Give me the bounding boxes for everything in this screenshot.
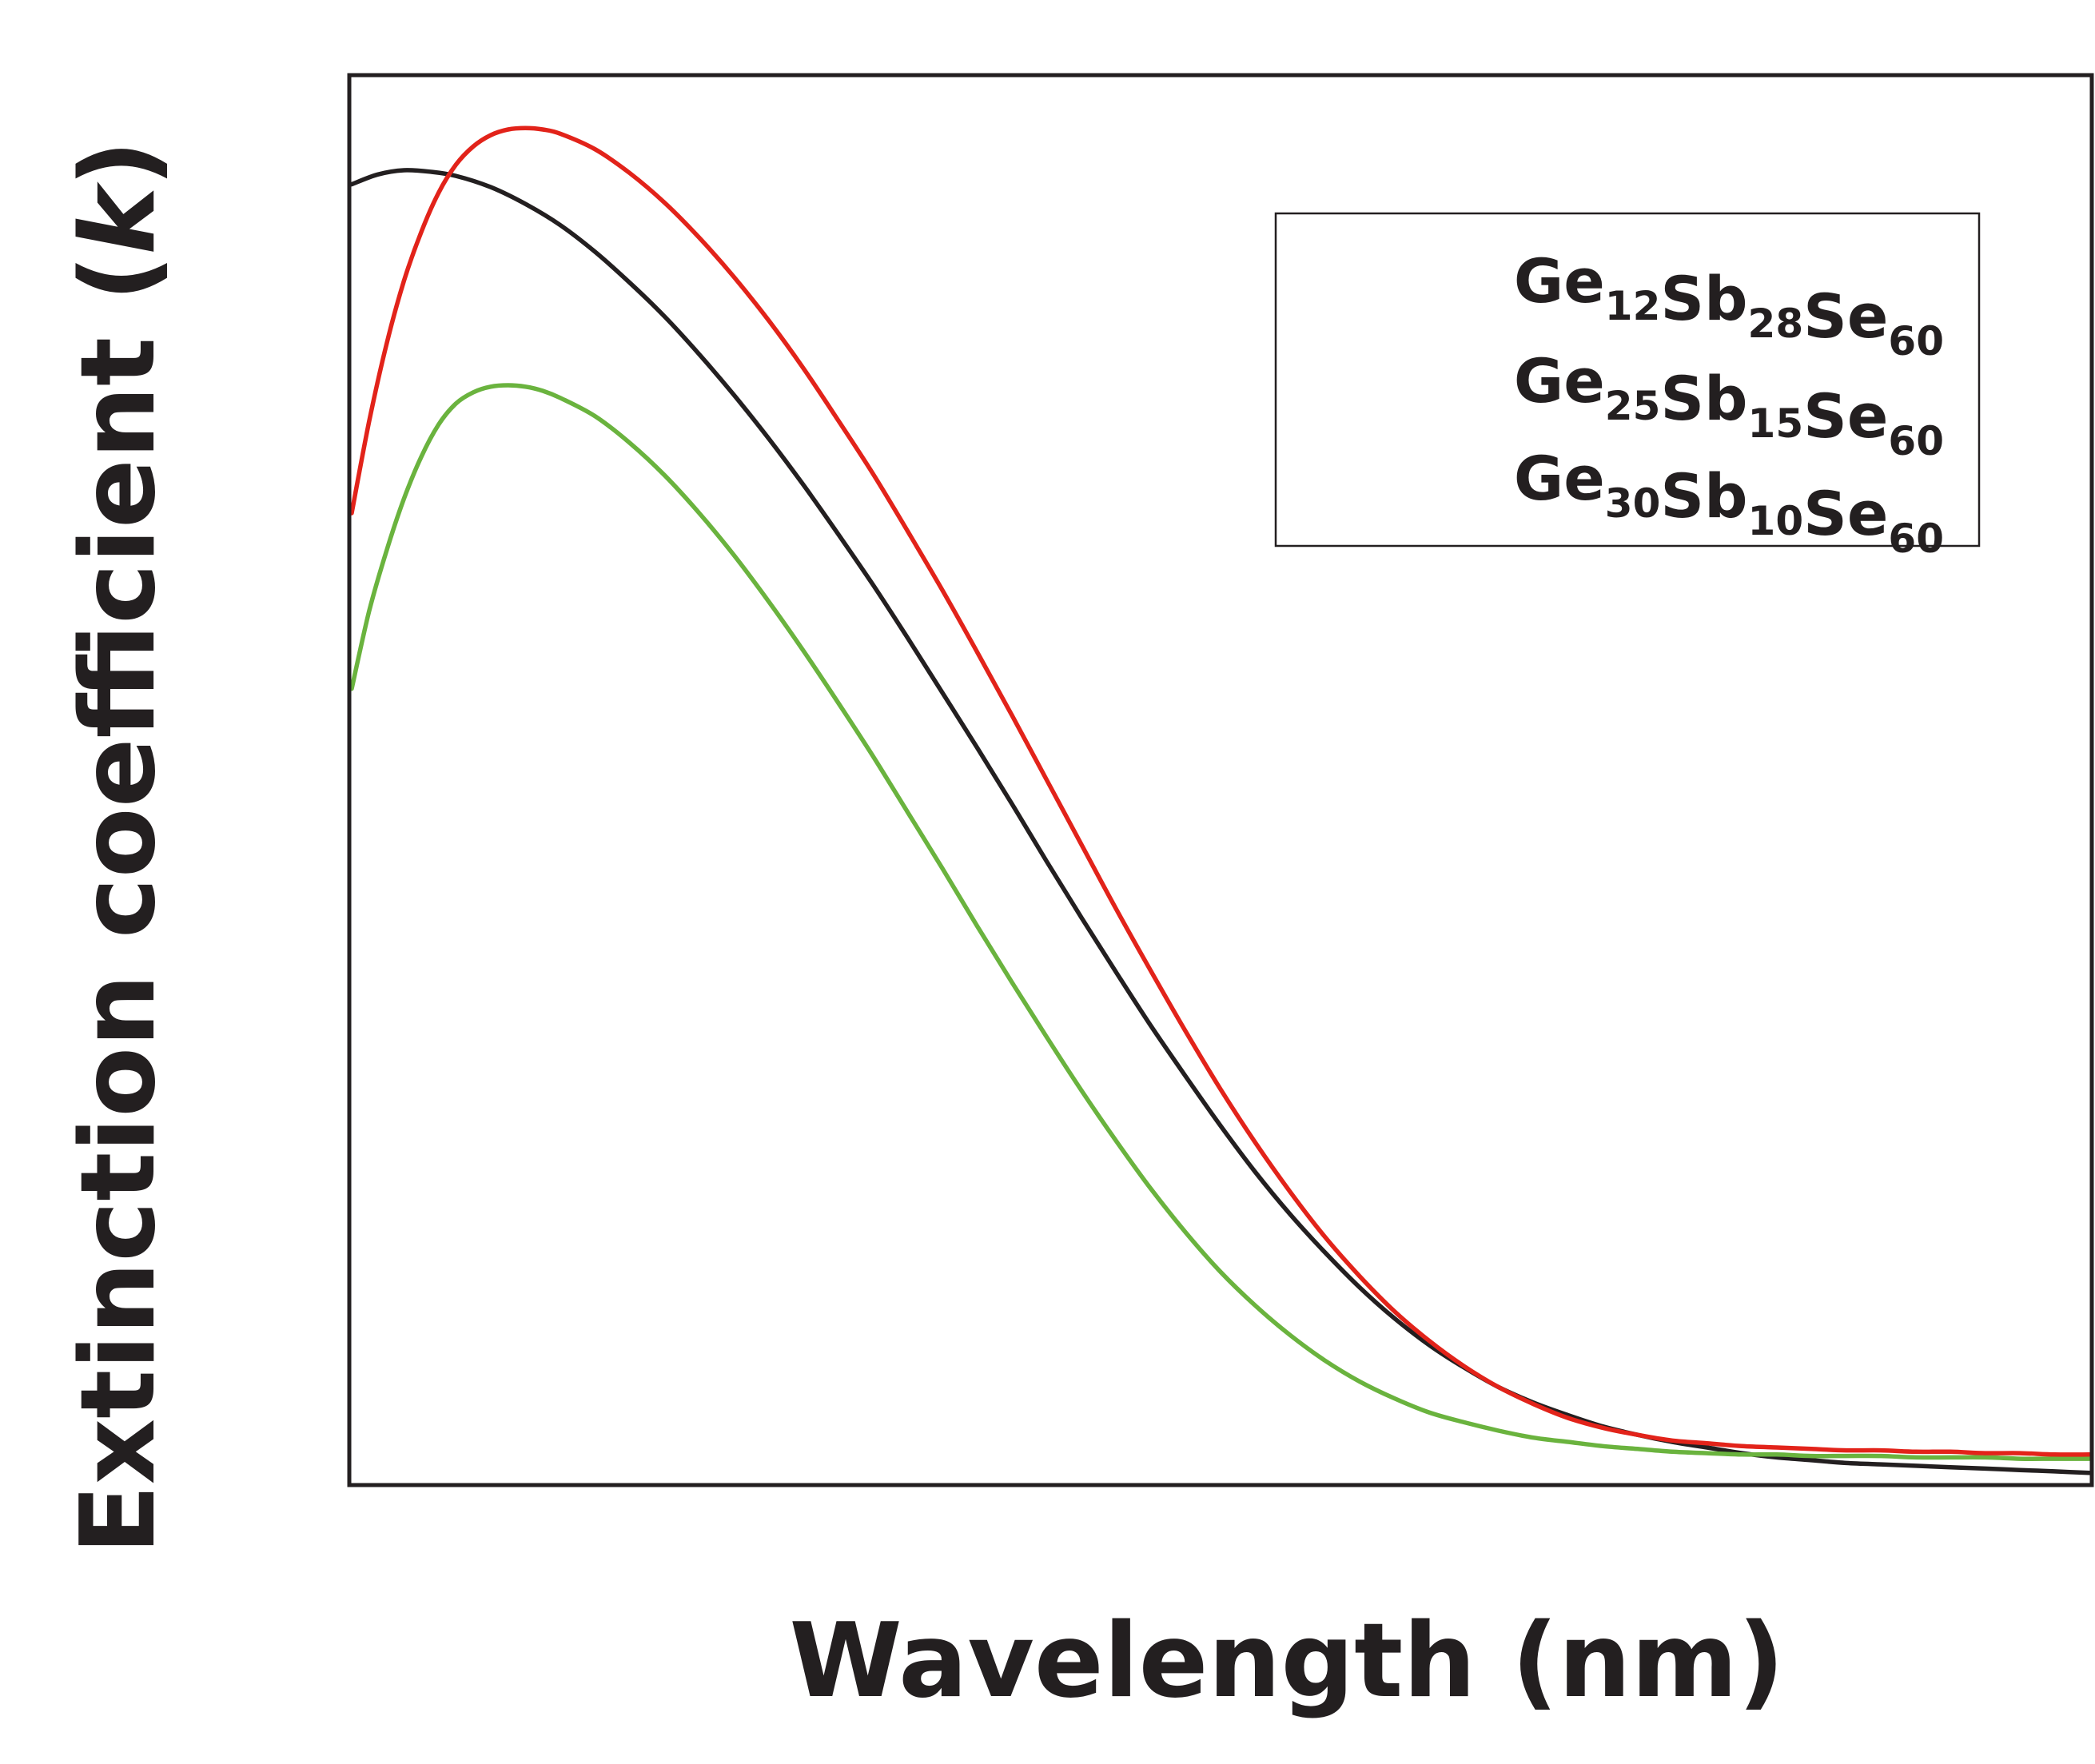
legend-box	[1274, 212, 1981, 548]
series-layer	[349, 125, 2092, 1475]
legend-entry-ge25sb15se60: Ge25Sb15Se60	[1514, 345, 1944, 464]
y-axis-title: Extinction coefficient (k)	[59, 140, 178, 1555]
plot-frame	[347, 73, 2094, 1487]
legend-entry-ge30sb10se60: Ge30Sb10Se60	[1514, 443, 1944, 562]
x-axis-title: Wavelength (nm)	[789, 1602, 1784, 1721]
y-axis-title-symbol: k	[59, 181, 178, 255]
series-line-ge30sb10se60	[349, 383, 2092, 1461]
series-line-ge12sb28se60	[349, 168, 2092, 1475]
y-axis-title-close: )	[59, 140, 178, 187]
series-line-ge25sb15se60	[349, 125, 2092, 1457]
legend-entry-ge12sb28se60: Ge12Sb28Se60	[1514, 245, 1944, 364]
y-axis-title-main: Extinction coefficient (	[59, 255, 178, 1555]
